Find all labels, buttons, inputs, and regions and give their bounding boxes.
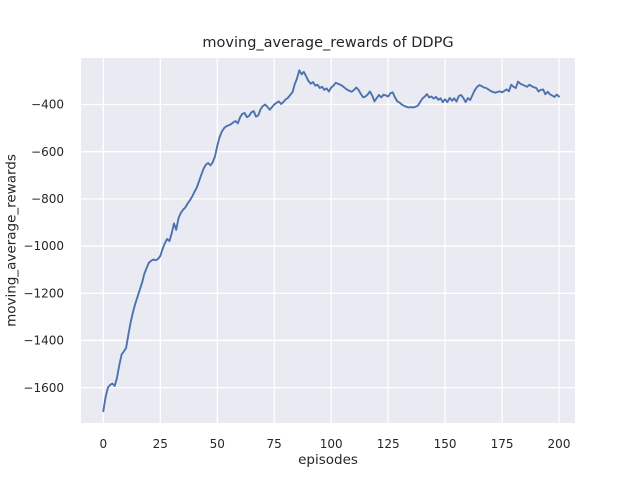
- x-tick-label: 75: [267, 437, 282, 451]
- chart-title: moving_average_rewards of DDPG: [202, 35, 453, 51]
- y-tick-label: −1400: [23, 334, 64, 348]
- x-tick-label: 100: [320, 437, 343, 451]
- y-axis-tick-labels: −400 −600 −800 −1000 −1200 −1400 −1600: [23, 98, 64, 395]
- y-tick-label: −1200: [23, 286, 64, 300]
- x-axis-label: episodes: [298, 452, 358, 468]
- data-line-ddpg: [102, 69, 560, 413]
- y-tick-label: −800: [31, 192, 64, 206]
- x-tick-label: 25: [153, 437, 168, 451]
- gridlines: [81, 58, 575, 423]
- y-tick-label: −600: [31, 145, 64, 159]
- x-tick-label: 0: [99, 437, 107, 451]
- y-tick-label: −400: [31, 98, 64, 112]
- y-axis-label: moving_average_rewards: [4, 154, 20, 327]
- x-tick-label: 50: [210, 437, 225, 451]
- x-tick-label: 200: [548, 437, 571, 451]
- x-axis-tick-labels: 0 25 50 75 100 125 150 175 200: [99, 437, 570, 451]
- x-tick-label: 175: [491, 437, 514, 451]
- y-tick-label: −1600: [23, 381, 64, 395]
- plot-background: [81, 58, 575, 423]
- x-tick-label: 125: [377, 437, 400, 451]
- x-tick-label: 150: [434, 437, 457, 451]
- y-tick-label: −1000: [23, 239, 64, 253]
